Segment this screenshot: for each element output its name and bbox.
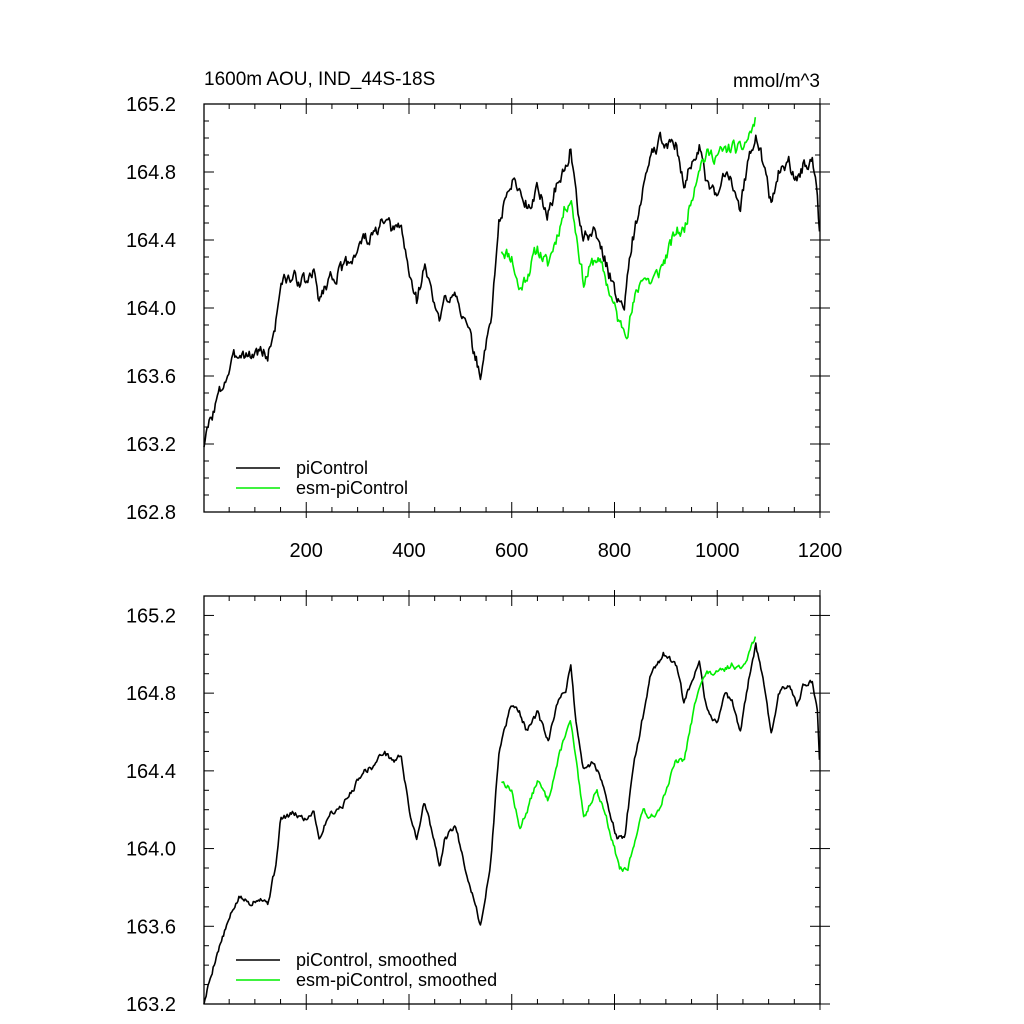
x-tick-label: 600 [495,540,528,562]
y-tick-label: 164.4 [126,761,176,783]
x-tick-label: 200 [290,540,323,562]
y-tick-label: 163.2 [126,434,176,456]
x-tick-label: 1000 [695,540,740,562]
top-panel: 200 400 600 800 1000 1200 162.8 163.2 163.6 164.0… [126,94,842,562]
series-line-esm-picontrol [501,636,757,872]
y-tick-label: 163.6 [126,366,176,388]
plot-frame [203,103,821,513]
legend-label: esm-piControl, smoothed [296,970,497,990]
y-tick-label: 164.8 [126,683,176,705]
bottom-panel: 163.2 163.6 164.0 164.4 164.8 165.2 piControl,… [126,590,830,1016]
legend-label: esm-piControl [296,478,408,498]
units-label: mmol/m^3 [733,71,820,92]
y-tick-label: 165.2 [126,94,176,116]
x-tick-label: 800 [598,540,631,562]
x-tick-label: 400 [392,540,425,562]
legend-label: piControl [296,458,368,478]
chart-title: 1600m AOU, IND_44S-18S [204,69,435,90]
y-tick-label: 164.4 [126,230,176,252]
series-line-picontrol [203,642,821,1005]
series-line-esm-picontrol [500,117,757,340]
y-tick-label: 163.6 [126,916,176,938]
y-tick-label: 164.0 [126,298,176,320]
x-tick-label: 1200 [798,540,843,562]
y-tick-label: 165.2 [126,605,176,627]
legend-label: piControl, smoothed [296,950,457,970]
plot-frame [203,595,821,1005]
y-tick-label: 163.2 [126,994,176,1016]
y-tick-label: 164.0 [126,839,176,861]
series-line-picontrol [203,131,821,448]
y-tick-label: 162.8 [126,502,176,524]
y-tick-label: 164.8 [126,162,176,184]
